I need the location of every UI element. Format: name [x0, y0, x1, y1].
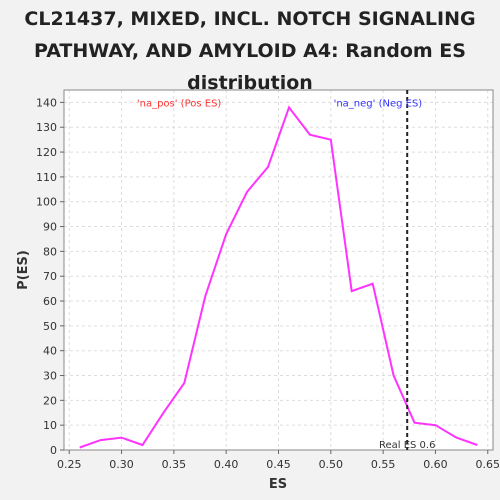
- x-tick-label: 0.50: [319, 458, 344, 471]
- x-tick-label: 0.55: [371, 458, 396, 471]
- y-tick-label: 0: [50, 444, 57, 457]
- y-tick-label: 110: [36, 171, 57, 184]
- y-tick-label: 10: [43, 419, 57, 432]
- y-tick-label: 130: [36, 121, 57, 134]
- y-tick-label: 80: [43, 245, 57, 258]
- x-axis-ticks: 0.25 0.30 0.35 0.40 0.45 0.50 0.55 0.60 0.65: [57, 450, 500, 471]
- y-tick-label: 30: [43, 370, 57, 383]
- chart-title: CL21437, MIXED, INCL. NOTCH SIGNALING PA…: [24, 8, 476, 94]
- series-layer: [79, 105, 478, 449]
- y-tick-label: 140: [36, 96, 57, 109]
- x-tick-label: 0.25: [57, 458, 82, 471]
- x-axis-label: ES: [269, 477, 287, 492]
- y-tick-label: 50: [43, 320, 57, 333]
- y-tick-label: 100: [36, 196, 57, 209]
- y-tick-label: 70: [43, 270, 57, 283]
- y-tick-label: 40: [43, 345, 57, 358]
- y-tick-label: 20: [43, 394, 57, 407]
- y-tick-label: 90: [43, 221, 57, 234]
- es-distribution-line: [79, 105, 478, 449]
- y-axis-label: P(ES): [16, 250, 31, 290]
- x-tick-label: 0.35: [162, 458, 187, 471]
- x-tick-label: 0.60: [423, 458, 448, 471]
- annotations: Real ES 0.6 'na_pos' (Pos ES) 'na_neg' (Ne…: [137, 90, 435, 451]
- gridlines: [64, 90, 493, 451]
- x-tick-label: 0.45: [266, 458, 291, 471]
- y-axis-ticks: 0 10 20 30 40 50 60 70 80 90 100 110 120 130 140: [36, 96, 64, 457]
- y-tick-label: 120: [36, 146, 57, 159]
- x-tick-label: 0.40: [214, 458, 239, 471]
- x-tick-label: 0.65: [476, 458, 500, 471]
- series-annotation: 'na_pos' (Pos ES): [137, 98, 222, 109]
- x-tick-label: 0.30: [109, 458, 134, 471]
- real-es-label: Real ES 0.6: [379, 440, 435, 451]
- y-tick-label: 60: [43, 295, 57, 308]
- series-annotation: 'na_neg' (Neg ES): [334, 98, 423, 109]
